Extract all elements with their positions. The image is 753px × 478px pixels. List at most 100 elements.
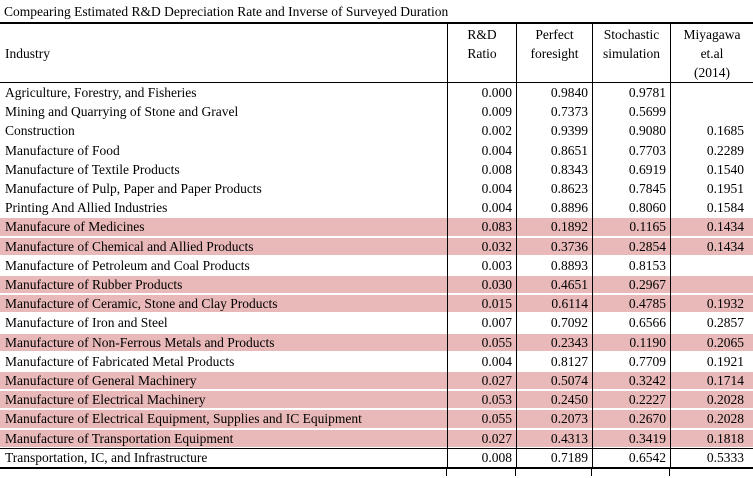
miyagawa-cell: 0.1434 xyxy=(670,236,753,256)
col-header-industry: Industry xyxy=(0,24,447,83)
header-line: R&D xyxy=(467,27,497,42)
stochastic-simulation-cell: 0.2227 xyxy=(592,390,670,410)
table-row: Manufacture of Non-Ferrous Metals and Pr… xyxy=(0,332,753,352)
stochastic-simulation-cell: 0.6919 xyxy=(592,159,670,180)
rd-ratio-cell: 0.083 xyxy=(447,217,516,237)
miyagawa-cell: 0.1818 xyxy=(670,428,753,448)
header-line: Ratio xyxy=(467,46,497,61)
header-line: Perfect xyxy=(535,27,574,42)
industry-cell: Manufacture of Textile Products xyxy=(5,161,180,177)
perfect-foresight-cell: 0.9399 xyxy=(516,121,592,141)
gridline-stub xyxy=(591,468,592,476)
rd-ratio-cell: 0.030 xyxy=(447,275,516,295)
perfect-foresight-cell: 0.7373 xyxy=(516,102,592,122)
miyagawa-cell: 0.1434 xyxy=(670,217,753,237)
industry-cell: Manufacture of Fabricated Metal Products xyxy=(5,353,235,369)
header-line: et.al xyxy=(700,46,724,61)
table-row: Transportation, IC, and Infrastructure 0… xyxy=(0,447,753,468)
header-line: foresight xyxy=(530,46,579,61)
perfect-foresight-cell: 0.7189 xyxy=(516,447,592,468)
table-row: Manufacture of Food 0.004 0.8651 0.7703 … xyxy=(0,140,753,160)
col-header-miyagawa: Miyagawa et.al (2014) xyxy=(670,24,753,83)
stochastic-simulation-cell: 0.2854 xyxy=(592,236,670,256)
perfect-foresight-cell: 0.2450 xyxy=(516,390,592,410)
stochastic-simulation-cell: 0.8060 xyxy=(592,198,670,218)
stochastic-simulation-cell: 0.8153 xyxy=(592,255,670,276)
table-row: Manufacure of Medicines 0.083 0.1892 0.1… xyxy=(0,217,753,237)
stochastic-simulation-cell: 0.9080 xyxy=(592,121,670,141)
table-row: Mining and Quarrying of Stone and Gravel… xyxy=(0,102,753,122)
industry-cell: Agriculture, Forestry, and Fisheries xyxy=(5,85,197,100)
perfect-foresight-cell: 0.7092 xyxy=(516,313,592,333)
perfect-foresight-cell: 0.8893 xyxy=(516,255,592,276)
stochastic-simulation-cell: 0.9781 xyxy=(592,83,670,103)
rd-ratio-cell: 0.004 xyxy=(447,179,516,199)
stochastic-simulation-cell: 0.2967 xyxy=(592,275,670,295)
industry-cell: Manufacture of Transportation Equipment xyxy=(0,428,447,448)
miyagawa-cell: 0.1932 xyxy=(670,294,753,314)
stochastic-simulation-cell: 0.2670 xyxy=(592,409,670,429)
gridline-stub xyxy=(446,468,447,476)
gridline-stub xyxy=(669,468,670,476)
rd-ratio-cell: 0.015 xyxy=(447,294,516,314)
rd-ratio-cell: 0.008 xyxy=(447,447,516,468)
col-header-stochastic-simulation: Stochastic simulation xyxy=(592,24,670,83)
perfect-foresight-cell: 0.4651 xyxy=(516,275,592,295)
table-row: Manufacture of Electrical Equipment, Sup… xyxy=(0,409,753,429)
miyagawa-cell: 0.1714 xyxy=(670,371,753,391)
table-row: Agriculture, Forestry, and Fisheries 0.0… xyxy=(0,83,753,103)
miyagawa-cell: 0.1685 xyxy=(670,121,753,141)
miyagawa-cell xyxy=(670,102,753,122)
stochastic-simulation-cell: 0.6566 xyxy=(592,313,670,333)
industry-cell: Printing And Allied Industries xyxy=(5,200,168,216)
header-line: Miyagawa xyxy=(683,27,741,42)
rd-ratio-cell: 0.027 xyxy=(447,428,516,448)
rd-ratio-cell: 0.009 xyxy=(447,102,516,122)
industry-cell: Manufacture of Iron and Steel xyxy=(5,315,168,331)
table-row: Manufacture of Iron and Steel 0.007 0.70… xyxy=(0,313,753,333)
rd-ratio-cell: 0.055 xyxy=(447,332,516,352)
table-row: Manufacture of Textile Products 0.008 0.… xyxy=(0,159,753,180)
header-line: (2014) xyxy=(694,65,730,80)
table-row: Manufacture of Petroleum and Coal Produc… xyxy=(0,255,753,276)
stochastic-simulation-cell: 0.4785 xyxy=(592,294,670,314)
table-row: Manufacture of Ceramic, Stone and Clay P… xyxy=(0,294,753,314)
table-row: Manufacture of General Machinery 0.027 0… xyxy=(0,371,753,391)
stochastic-simulation-cell: 0.3242 xyxy=(592,371,670,391)
rd-ratio-cell: 0.053 xyxy=(447,390,516,410)
perfect-foresight-cell: 0.2073 xyxy=(516,409,592,429)
stochastic-simulation-cell: 0.5699 xyxy=(592,102,670,122)
perfect-foresight-cell: 0.9840 xyxy=(516,83,592,103)
industry-cell: Manufacture of Non-Ferrous Metals and Pr… xyxy=(0,332,447,352)
miyagawa-cell xyxy=(670,255,753,276)
col-header-rd-ratio: R&D Ratio xyxy=(447,24,516,83)
header-line: Stochastic xyxy=(603,27,660,42)
gridline-stub xyxy=(515,468,516,476)
miyagawa-cell: 0.2028 xyxy=(670,390,753,410)
table-row: Manufacture of Transportation Equipment … xyxy=(0,428,753,448)
rd-ratio-cell: 0.003 xyxy=(447,255,516,276)
table-body: Agriculture, Forestry, and Fisheries 0.0… xyxy=(0,83,753,468)
rd-ratio-cell: 0.004 xyxy=(447,351,516,372)
perfect-foresight-cell: 0.8896 xyxy=(516,198,592,218)
rd-ratio-cell: 0.004 xyxy=(447,198,516,218)
miyagawa-cell: 0.2065 xyxy=(670,332,753,352)
rd-ratio-cell: 0.055 xyxy=(447,409,516,429)
rd-ratio-cell: 0.032 xyxy=(447,236,516,256)
rd-ratio-cell: 0.008 xyxy=(447,159,516,180)
miyagawa-cell xyxy=(670,275,753,295)
table-row: Manufacture of Pulp, Paper and Paper Pro… xyxy=(0,179,753,199)
industry-cell: Manufacture of Petroleum and Coal Produc… xyxy=(5,257,250,273)
miyagawa-cell: 0.1951 xyxy=(670,179,753,199)
perfect-foresight-cell: 0.2343 xyxy=(516,332,592,352)
header-line: simulation xyxy=(603,46,660,61)
perfect-foresight-cell: 0.4313 xyxy=(516,428,592,448)
perfect-foresight-cell: 0.6114 xyxy=(516,294,592,314)
industry-cell: Manufacture of Electrical Equipment, Sup… xyxy=(0,409,447,429)
industry-cell: Manufacture of Food xyxy=(5,142,120,158)
miyagawa-cell: 0.5333 xyxy=(670,447,753,468)
perfect-foresight-cell: 0.8623 xyxy=(516,179,592,199)
industry-cell: Manufacture of Rubber Products xyxy=(0,275,447,295)
stochastic-simulation-cell: 0.6542 xyxy=(592,447,670,468)
